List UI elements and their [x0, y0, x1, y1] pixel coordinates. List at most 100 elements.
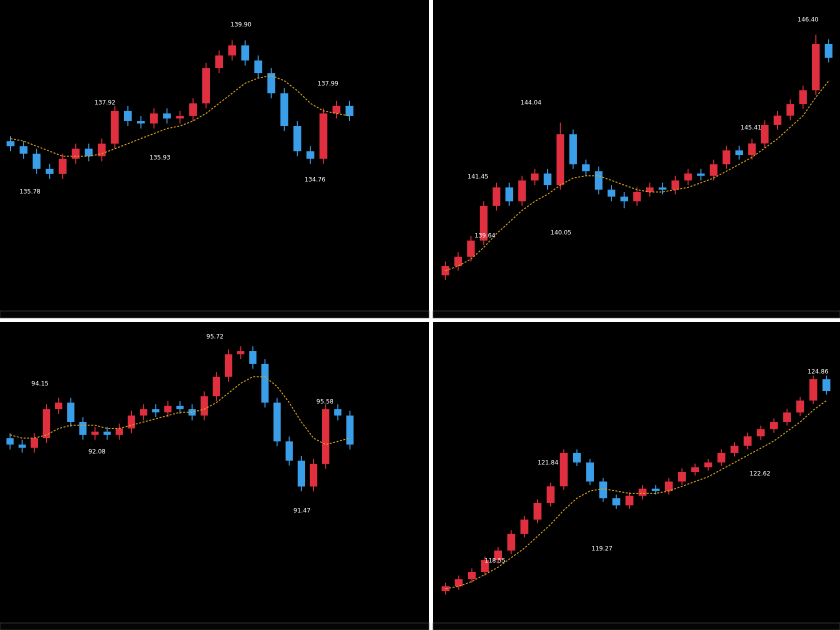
price-annotation: 121.84 — [538, 460, 559, 467]
price-annotation: 91.47 — [293, 508, 310, 515]
candle-body — [467, 572, 476, 580]
candle-body — [19, 146, 28, 154]
candle-body — [546, 486, 555, 503]
candle-body — [84, 148, 93, 157]
price-annotation: 122.62 — [750, 471, 771, 478]
moving-average — [10, 75, 350, 157]
candle-body — [722, 150, 731, 165]
candle-body — [164, 405, 172, 413]
candle-body — [735, 150, 744, 155]
price-annotation: 137.99 — [318, 81, 339, 88]
price-annotation: 118.55 — [485, 558, 506, 565]
candle-body — [71, 148, 80, 159]
candle-body — [345, 105, 354, 116]
candle-body — [200, 396, 208, 416]
candle-body — [586, 462, 594, 482]
pane-background — [433, 322, 840, 630]
candle-body — [594, 171, 603, 190]
candle-body — [760, 124, 769, 144]
chart-pane: 135.78 137.92 135.93 139.90 137.99 134.76 — [0, 0, 430, 319]
candle-body — [54, 402, 63, 410]
candle-body — [633, 192, 641, 202]
candle-body — [809, 379, 818, 401]
candle-body — [139, 409, 148, 416]
candle-body — [306, 151, 315, 159]
candle-body — [267, 73, 276, 94]
candle-body — [212, 376, 221, 397]
candle-body — [67, 402, 75, 422]
candle-body — [150, 113, 158, 124]
candle-body — [254, 60, 263, 74]
candle-body — [176, 115, 184, 119]
candle-body — [625, 495, 634, 506]
candle-body — [799, 90, 807, 105]
candle-body — [582, 164, 590, 172]
candle-body — [479, 205, 488, 241]
candle-body — [215, 55, 224, 69]
candle-body — [127, 415, 136, 429]
price-annotation: 119.27 — [592, 546, 613, 553]
price-annotation: 95.58 — [316, 399, 333, 406]
candle-body — [556, 134, 565, 186]
candle-body — [812, 43, 820, 91]
price-annotation: 95.72 — [206, 334, 223, 341]
candle-body — [6, 141, 15, 147]
candle-body — [224, 354, 233, 377]
candle-body — [18, 444, 26, 448]
candle-body — [769, 422, 778, 430]
price-annotation: 94.15 — [31, 381, 48, 388]
pane-background — [0, 322, 429, 630]
candle-body — [756, 429, 765, 437]
price-annotation: 139.90 — [231, 22, 252, 29]
price-annotation: 140.05 — [551, 230, 572, 237]
candle-body — [293, 126, 302, 152]
candle-body — [569, 134, 577, 165]
candle-body — [612, 498, 621, 506]
price-annotation: 92.08 — [88, 449, 105, 456]
price-annotation: 141.45 — [468, 174, 489, 181]
candle-body — [91, 431, 99, 435]
price-annotation: 144.04 — [521, 100, 542, 107]
candle-body — [572, 452, 581, 463]
candle-body — [507, 533, 516, 551]
candle-body — [241, 45, 250, 61]
candle-body — [481, 560, 489, 572]
candle-body — [783, 412, 791, 422]
candle-body — [309, 463, 318, 487]
candle-body — [30, 438, 38, 448]
candle-body — [249, 351, 257, 364]
candle-body — [492, 187, 501, 206]
candle-body — [334, 409, 342, 416]
candle-body — [645, 187, 654, 193]
time-axis-strip — [0, 622, 430, 630]
candle-body — [202, 68, 210, 104]
moving-average — [445, 80, 829, 272]
pane-background — [433, 0, 840, 318]
candle-body — [322, 409, 330, 464]
candle-body — [237, 351, 245, 355]
candle-body — [152, 409, 160, 413]
candle-body — [136, 120, 145, 124]
pane-background — [0, 0, 429, 318]
candle-body — [297, 460, 306, 487]
time-axis-strip — [432, 310, 840, 319]
chart-pane: 124.86 121.84 119.27 118.55 122.62 — [432, 322, 840, 630]
candle-body — [607, 189, 616, 197]
candle-body — [441, 586, 450, 592]
candle-body — [189, 103, 197, 116]
candle-body — [709, 164, 718, 176]
candle-body — [103, 431, 111, 435]
candle-body — [454, 256, 462, 267]
candle-body — [45, 168, 54, 174]
candle-body — [467, 240, 475, 257]
candle-body — [285, 441, 293, 461]
candle-body — [518, 180, 526, 202]
candle-body — [678, 472, 686, 482]
candle-body — [6, 438, 14, 445]
moving-average — [445, 400, 827, 590]
price-annotation: 135.78 — [20, 189, 41, 196]
candle-body — [505, 187, 514, 202]
price-annotation: 146.40 — [798, 17, 819, 24]
